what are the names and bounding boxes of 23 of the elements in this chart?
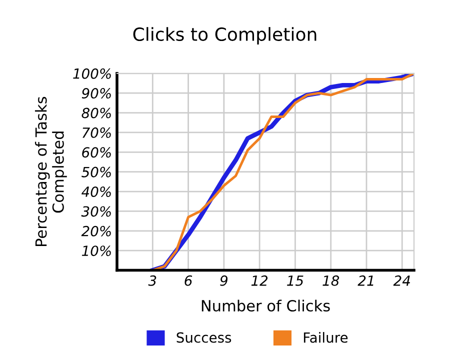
chart-title: Clicks to Completion [133, 27, 316, 45]
y-tick-label: 50% [82, 166, 111, 178]
legend-label: Failure [304, 332, 348, 343]
x-tick-label: 12 [251, 275, 268, 286]
x-tick-label: 3 [148, 275, 156, 286]
x-tick-label: 24 [393, 275, 410, 286]
y-tick-label: 40% [82, 186, 111, 198]
y-tick-label: 10% [82, 246, 111, 256]
x-tick-label: 18 [322, 275, 340, 286]
y-tick-label: 100% [73, 68, 111, 79]
x-tick-label: 15 [287, 276, 304, 286]
y-tick-label: 60% [82, 147, 111, 158]
y-tick-label: 20% [81, 226, 111, 236]
y-tick-label: 30% [81, 206, 111, 217]
y-tick-label: 90% [82, 88, 111, 99]
x-tick-label: 21 [358, 275, 374, 286]
x-tick-label: 9 [220, 275, 228, 286]
y-tick-label: 70% [82, 127, 111, 138]
y-tick-label: 80% [82, 108, 111, 118]
legend-label: Success [176, 332, 232, 343]
y-axis-title: Percentage of Tasks Completed [34, 96, 67, 246]
x-tick-label: 6 [184, 275, 192, 286]
x-axis-title: Number of Clicks [202, 300, 330, 312]
